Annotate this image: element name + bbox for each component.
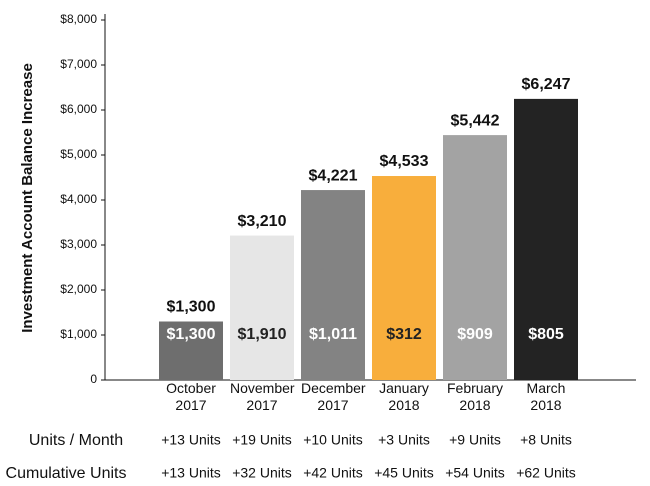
- row-label: Cumulative Units: [6, 465, 127, 482]
- bar: [514, 98, 578, 380]
- y-axis-label: Investment Account Balance Increase: [19, 63, 36, 333]
- row-cell: +13 Units: [161, 465, 221, 481]
- row-cell: +3 Units: [378, 432, 430, 448]
- bar: [159, 321, 223, 380]
- row-cell: +10 Units: [303, 432, 363, 448]
- x-tick-label: January 2018: [379, 380, 429, 413]
- x-tick-label: February 2018: [446, 380, 504, 413]
- row-cell: +42 Units: [303, 465, 363, 481]
- value-label: $5,442: [451, 112, 500, 129]
- x-tick-label: December 2017: [301, 380, 366, 413]
- y-tick-label: $2,000: [60, 282, 97, 296]
- row-cell: +19 Units: [232, 432, 292, 448]
- x-tick-label: March 2018: [526, 380, 566, 413]
- y-tick-label: 0: [90, 372, 97, 386]
- x-tick-label: October 2017: [166, 380, 216, 413]
- increase-label: $805: [528, 326, 564, 343]
- increase-label: $1,910: [238, 326, 287, 343]
- value-label: $4,533: [380, 153, 429, 170]
- bar: [372, 176, 436, 380]
- increase-label: $312: [386, 326, 422, 343]
- increase-label: $1,011: [309, 326, 357, 343]
- y-tick-label: $7,000: [60, 57, 97, 71]
- bar: [443, 135, 507, 380]
- row-cell: +13 Units: [161, 432, 221, 448]
- increase-label: $1,300: [167, 326, 216, 343]
- bar: [301, 190, 365, 380]
- row-cell: +32 Units: [232, 465, 292, 481]
- y-tick-label: $8,000: [60, 12, 97, 26]
- row-cell: +8 Units: [520, 432, 572, 448]
- y-tick-label: $3,000: [60, 237, 97, 251]
- row-cell: +45 Units: [374, 465, 434, 481]
- x-tick-label: November 2017: [230, 380, 295, 413]
- bar: [230, 235, 294, 380]
- y-tick-label: $1,000: [60, 327, 97, 341]
- y-tick-label: $6,000: [60, 102, 97, 116]
- value-label: $1,300: [167, 299, 216, 316]
- value-label: $3,210: [238, 213, 287, 230]
- row-cell: +54 Units: [445, 465, 505, 481]
- value-label: $6,247: [522, 76, 571, 93]
- y-tick-label: $5,000: [60, 147, 97, 161]
- value-label: $4,221: [309, 167, 358, 184]
- row-cell: +62 Units: [516, 465, 576, 481]
- row-label: Units / Month: [29, 432, 123, 449]
- y-tick-label: $4,000: [60, 192, 97, 206]
- increase-label: $909: [457, 326, 493, 343]
- row-cell: +9 Units: [449, 432, 501, 448]
